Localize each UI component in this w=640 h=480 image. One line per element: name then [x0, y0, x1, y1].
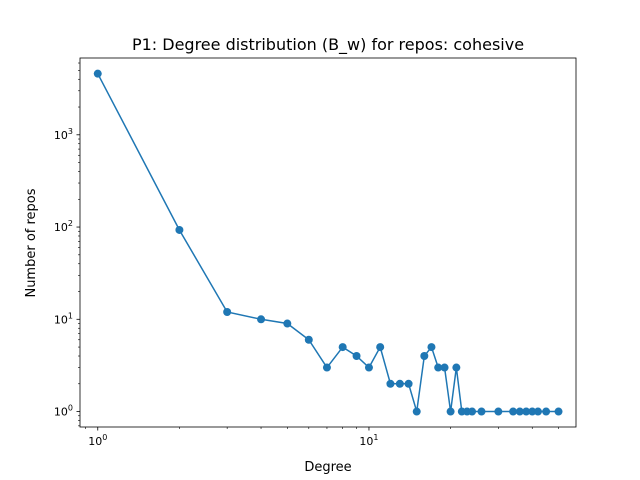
data-point: [304, 335, 313, 344]
data-point: [434, 363, 443, 372]
data-point: [440, 363, 449, 372]
data-point: [386, 379, 395, 388]
data-point: [283, 319, 292, 328]
data-point: [477, 407, 486, 416]
data-point: [452, 363, 461, 372]
data-point: [427, 343, 436, 352]
data-point: [412, 407, 421, 416]
data-point: [509, 407, 518, 416]
data-point: [257, 315, 266, 324]
y-tick-label: 100: [54, 404, 73, 419]
plot-area: [93, 69, 563, 416]
data-point: [404, 379, 413, 388]
data-point: [376, 343, 385, 352]
x-axis-label: Degree: [304, 460, 351, 475]
y-tick-label: 102: [54, 219, 73, 234]
chart-title: P1: Degree distribution (B_w) for repos:…: [132, 35, 524, 55]
y-axis-label: Number of repos: [24, 188, 39, 297]
data-point: [528, 407, 537, 416]
y-tick-label: 101: [54, 311, 73, 326]
data-point: [494, 407, 503, 416]
data-point: [223, 307, 232, 316]
x-tick-label: 100: [88, 433, 107, 448]
data-point: [338, 343, 347, 352]
data-point: [175, 225, 184, 234]
x-tick-label: 101: [359, 433, 378, 448]
data-point: [533, 407, 542, 416]
series-line: [97, 73, 559, 413]
data-point: [395, 379, 404, 388]
axes: 100 101 100 101 102 103: [54, 57, 577, 448]
data-point: [446, 407, 455, 416]
data-point: [522, 407, 531, 416]
data-point: [364, 363, 373, 372]
plot-frame: [79, 57, 577, 428]
y-tick-label: 103: [54, 127, 73, 142]
data-point: [554, 407, 563, 416]
data-point: [420, 352, 429, 361]
data-point: [515, 407, 524, 416]
data-point: [352, 352, 361, 361]
data-point: [93, 69, 102, 78]
data-point: [468, 407, 477, 416]
data-point: [322, 363, 331, 372]
data-point: [542, 407, 551, 416]
